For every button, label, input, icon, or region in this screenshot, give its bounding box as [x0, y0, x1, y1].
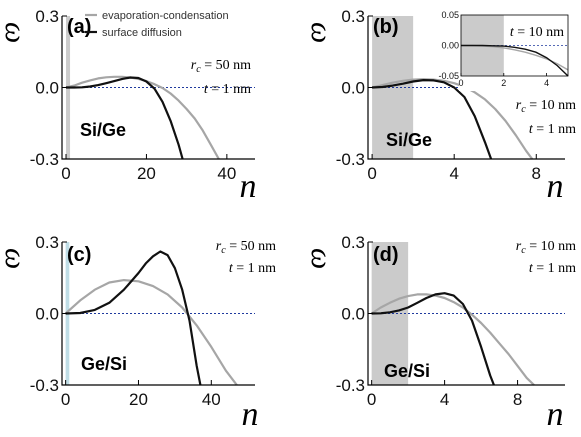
legend-label: surface diffusion [102, 27, 182, 39]
x-axis-label: n [240, 168, 257, 205]
x-axis-label: n [547, 168, 564, 205]
panel-label: (a) [67, 16, 91, 38]
material-label: Ge/Si [384, 361, 430, 381]
x-tick-label: 20 [137, 164, 156, 183]
material-label: Ge/Si [81, 354, 127, 374]
y-tick-label: 0.0 [35, 79, 59, 98]
y-tick-label: -0.3 [336, 376, 365, 395]
y-tick-label: 0.0 [341, 305, 365, 324]
critical-radius-annotation: rc = 10 nm [516, 239, 576, 256]
inset-frame [460, 14, 569, 77]
inset-chart: 0.05 0.00 -0.050 2 4 t = 10 nm [438, 10, 578, 91]
y-tick-label: 0.0 [341, 79, 365, 98]
inset-x-tick-label: 2 [501, 78, 506, 88]
y-tick-label: 0.3 [341, 7, 365, 26]
x-tick-label: 4 [449, 164, 458, 183]
evaporation-condensation-line [370, 293, 535, 386]
x-tick-label: 40 [202, 390, 221, 409]
y-tick-label: 0.3 [35, 7, 59, 26]
surface-diffusion-line [66, 76, 184, 160]
inset-x-tick-label: 0 [458, 78, 463, 88]
x-tick-label: 0 [61, 390, 70, 409]
thickness-annotation: t = 1 nm [204, 82, 251, 97]
y-tick-label: 0.0 [35, 305, 59, 324]
surface-diffusion-line [371, 292, 495, 386]
x-tick-label: 8 [513, 390, 522, 409]
evaporation-condensation-line [371, 78, 534, 160]
thickness-annotation: t = 1 nm [529, 261, 576, 276]
y-tick-label: 0.3 [35, 233, 59, 252]
panel-label: (c) [67, 244, 91, 266]
x-tick-label: 8 [532, 164, 541, 183]
y-axis-label: ω [0, 248, 32, 269]
chart-panel: 0.3 0.0 -0.30 20 40 n ω (c) Ge/Si rc = 50 nm t = 1… [0, 233, 276, 433]
inset-y-tick-label: 0.00 [441, 41, 459, 51]
thickness-annotation: t = 1 nm [529, 122, 576, 137]
y-axis-label: ω [0, 22, 32, 43]
panel-label: (d) [373, 244, 399, 266]
material-label: Si/Ge [386, 130, 432, 150]
thickness-annotation: t = 1 nm [229, 261, 276, 276]
material-label: Si/Ge [80, 120, 126, 140]
x-tick-label: 0 [61, 164, 70, 183]
inset-thickness-annotation: t = 10 nm [510, 25, 564, 40]
x-tick-label: 4 [440, 390, 449, 409]
y-tick-label: -0.3 [30, 150, 59, 169]
inset-x-tick-label: 4 [544, 78, 549, 88]
chart-panel: 0.3 0.0 -0.30 4 8 n ω (d) Ge/Si rc = 10 nm t = 1 n… [305, 233, 576, 433]
x-tick-label: 40 [217, 164, 236, 183]
critical-radius-annotation: rc = 10 nm [516, 98, 576, 115]
inset-y-tick-label: -0.05 [438, 71, 459, 81]
x-axis-label: n [242, 396, 259, 433]
panel-label: (b) [373, 16, 399, 38]
x-tick-label: 0 [367, 390, 376, 409]
surface-diffusion-line [372, 79, 493, 160]
evaporation-condensation-line [65, 75, 220, 160]
evaporation-condensation-line [64, 279, 238, 386]
surface-diffusion-line [65, 250, 202, 386]
critical-radius-annotation: rc = 50 nm [216, 239, 276, 256]
critical-radius-annotation: rc = 50 nm [191, 58, 251, 75]
y-tick-label: -0.3 [30, 376, 59, 395]
y-tick-label: 0.3 [341, 233, 365, 252]
inset-surface-diffusion-line [461, 44, 569, 77]
x-tick-label: 0 [367, 164, 376, 183]
x-tick-label: 20 [129, 390, 148, 409]
legend: evaporation-condensation surface diffusio… [85, 10, 229, 39]
y-tick-label: -0.3 [336, 150, 365, 169]
x-axis-label: n [547, 396, 564, 433]
inset-y-tick-label: 0.05 [441, 10, 459, 20]
legend-label: evaporation-condensation [102, 10, 229, 22]
chart-panel: 0.3 0.0 -0.30 20 40 n ω (a) Si/Ge rc = 50 nm t = 1… [0, 7, 257, 205]
y-axis-label: ω [305, 22, 338, 43]
y-axis-label: ω [305, 248, 338, 269]
